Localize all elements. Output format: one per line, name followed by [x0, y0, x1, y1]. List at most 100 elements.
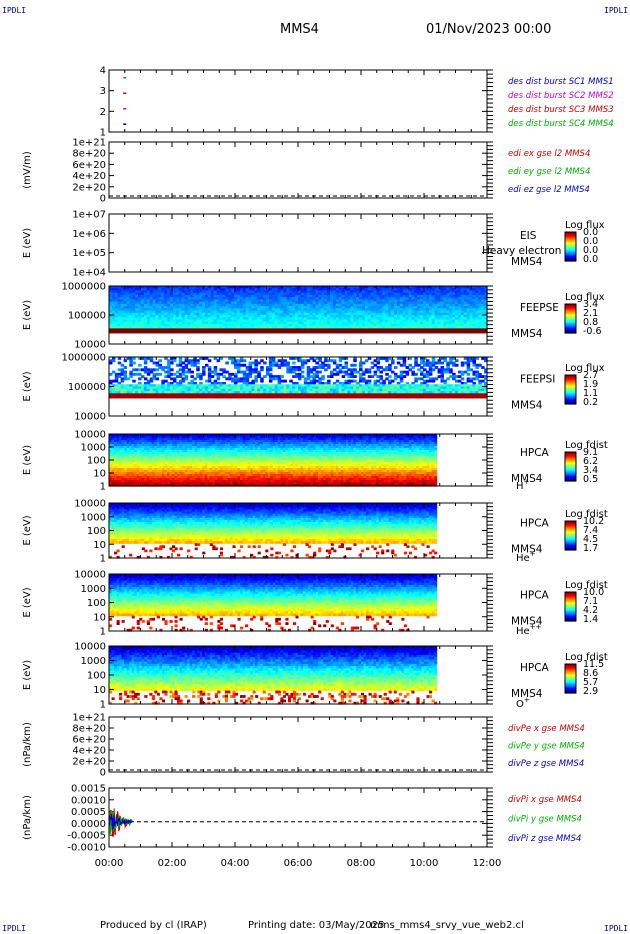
panel-hpca_hepp [108, 573, 493, 632]
colorbar-tick-hpca_o: 5.7 [583, 677, 598, 688]
colorbar-tick-hpca_o: 2.9 [583, 686, 598, 697]
ytick-label-edi: 8e+20 [72, 149, 106, 160]
instrument-label-hpca_he: HPCA [520, 518, 550, 530]
colorbar-title-feepse: Log flux [565, 292, 605, 303]
colorbar-tick-eis: 0.0 [583, 227, 598, 238]
panel-frame-eis [108, 213, 488, 273]
spacecraft-label-hpca_o: MMS4 [511, 688, 543, 700]
burst-marker [123, 107, 127, 110]
instrument-label-feepse: FEEPSE [520, 302, 559, 314]
instrument-label-hpca_h: HPCA [520, 447, 550, 459]
panel-hpca_h [108, 433, 493, 487]
ytick-label-hpca_h: 1 [100, 482, 106, 493]
ytick-label-hpca_hepp: 100 [87, 598, 106, 609]
spacecraft-label-hpca_hepp: MMS4 [511, 616, 543, 628]
ytick-label-divpe: 1e+21 [72, 713, 106, 724]
colorbar-tick-hpca_o: 11.5 [583, 659, 604, 670]
panel-frame-burst [108, 69, 488, 133]
ytick-label-hpca_o: 1000 [81, 656, 106, 667]
legend-entry-divpi: divPi x gse MMS4 [508, 795, 582, 805]
colorbar-title-eis: Log flux [565, 220, 605, 231]
ylabel-hpca_hepp: E (eV) [22, 587, 33, 617]
ytick-label-eis: 1e+06 [72, 229, 106, 240]
colorbar-tick-eis: 0.0 [583, 236, 598, 247]
ytick-label-hpca_o: 100 [87, 671, 106, 682]
panel-divpi [108, 787, 493, 848]
ytick-label-hpca_h: 100 [87, 456, 106, 467]
colorbar-title-hpca_he: Log fdist [565, 509, 608, 520]
species-label-hpca_o: O+ [516, 696, 530, 710]
ytick-label-divpe: 4e+20 [72, 746, 106, 757]
colorbar-tick-hpca_h: 3.4 [583, 465, 598, 476]
panel-feepsi [108, 356, 493, 417]
spectrogram-hpca_hepp [109, 574, 438, 632]
ytick-label-hpca_hepp: 1000 [81, 584, 106, 595]
spacecraft-title: MMS4 [280, 22, 319, 37]
panel-hpca_he [108, 502, 493, 559]
colorbar-tick-feepse: -0.6 [583, 326, 602, 337]
colorbar-title-hpca_h: Log fdist [565, 440, 608, 451]
ylabel-hpca_o: E (eV) [22, 660, 33, 690]
colorbar-tick-hpca_he: 4.5 [583, 534, 598, 545]
colorbar-tick-hpca_h: 6.2 [583, 456, 598, 467]
divpi-trace [109, 813, 133, 830]
legend-entry-edi: edi ex gse l2 MMS4 [508, 149, 590, 159]
colorbar-title-hpca_o: Log fdist [565, 652, 608, 663]
colorbar-tick-hpca_h: 0.5 [583, 474, 598, 485]
colorbar-tick-hpca_he: 7.4 [583, 525, 598, 536]
spectrogram-hpca_o [109, 646, 438, 705]
legend-entry-divpe: divPe x gse MMS4 [508, 724, 585, 734]
colorbar-tick-feepsi: 1.9 [583, 379, 598, 390]
spacecraft-label-hpca_he: MMS4 [511, 544, 543, 556]
colorbar-tick-hpca_hepp: 1.4 [583, 614, 598, 625]
panel-frame-edi [108, 141, 488, 199]
legend-entry-divpi: divPi z gse MMS4 [508, 834, 581, 844]
colorbar-title-feepsi: Log flux [565, 363, 605, 374]
ytick-label-eis: 1e+04 [72, 268, 106, 279]
xtick-label: 04:00 [221, 858, 250, 869]
ytick-label-divpi: -0.0005 [67, 831, 106, 842]
species-label-hpca_hepp: He++ [516, 623, 542, 637]
footer-printing-date: Printing date: 03/May/2025 [248, 920, 384, 931]
legend-entry-burst: des dist burst SC4 MMS4 [508, 119, 614, 129]
ylabel-eis: E (eV) [22, 228, 33, 258]
ylabel-hpca_he: E (eV) [22, 515, 33, 545]
colorbar-hpca_hepp [564, 591, 577, 622]
spacecraft-label-feepse: MMS4 [511, 328, 543, 340]
colorbar-hpca_o [564, 663, 577, 694]
ytick-label-burst: 3 [100, 86, 106, 97]
colorbar-tick-feepsi: 2.7 [583, 370, 598, 381]
ytick-label-hpca_h: 1000 [81, 443, 106, 454]
ytick-label-feepse: 1000000 [61, 282, 106, 293]
colorbar-eis [564, 231, 577, 262]
instrument-label-eis: EIS [520, 230, 537, 242]
burst-marker [123, 76, 127, 79]
footer-script-name: mms_mms4_srvy_vue_web2.cl [370, 920, 524, 931]
species-label-hpca_he: He+ [516, 550, 536, 564]
colorbar-tick-hpca_hepp: 10.0 [583, 587, 604, 598]
xtick-label: 10:00 [410, 858, 439, 869]
spacecraft-label-hpca_h: MMS4 [511, 473, 543, 485]
footer-produced-by: Produced by cl (IRAP) [100, 920, 207, 931]
colorbar-tick-feepse: 3.4 [583, 299, 598, 310]
ytick-label-hpca_he: 1000 [81, 512, 106, 523]
spectrogram-feepsi [109, 357, 488, 399]
datetime-title: 01/Nov/2023 00:00 [426, 22, 551, 37]
ytick-label-edi: 0 [100, 194, 106, 205]
ylabel-feepse: E (eV) [22, 300, 33, 330]
colorbar-tick-hpca_hepp: 4.2 [583, 605, 598, 616]
legend-entry-burst: des dist burst SC2 MMS2 [508, 91, 614, 101]
panel-frame-divpe [108, 716, 488, 773]
overlay-text-eis: Heavy electron to [482, 245, 575, 257]
xtick-label: 06:00 [284, 858, 313, 869]
ytick-label-burst: 4 [100, 66, 106, 77]
xtick-label: 08:00 [347, 858, 376, 869]
colorbar-hpca_he [564, 520, 577, 551]
panel-edi [108, 141, 493, 199]
ytick-label-edi: 4e+20 [72, 171, 106, 182]
ytick-label-burst: 1 [100, 128, 106, 139]
ytick-label-feepsi: 10000 [74, 412, 106, 423]
ytick-label-edi: 2e+20 [72, 182, 106, 193]
colorbar-tick-feepsi: 0.2 [583, 397, 598, 408]
